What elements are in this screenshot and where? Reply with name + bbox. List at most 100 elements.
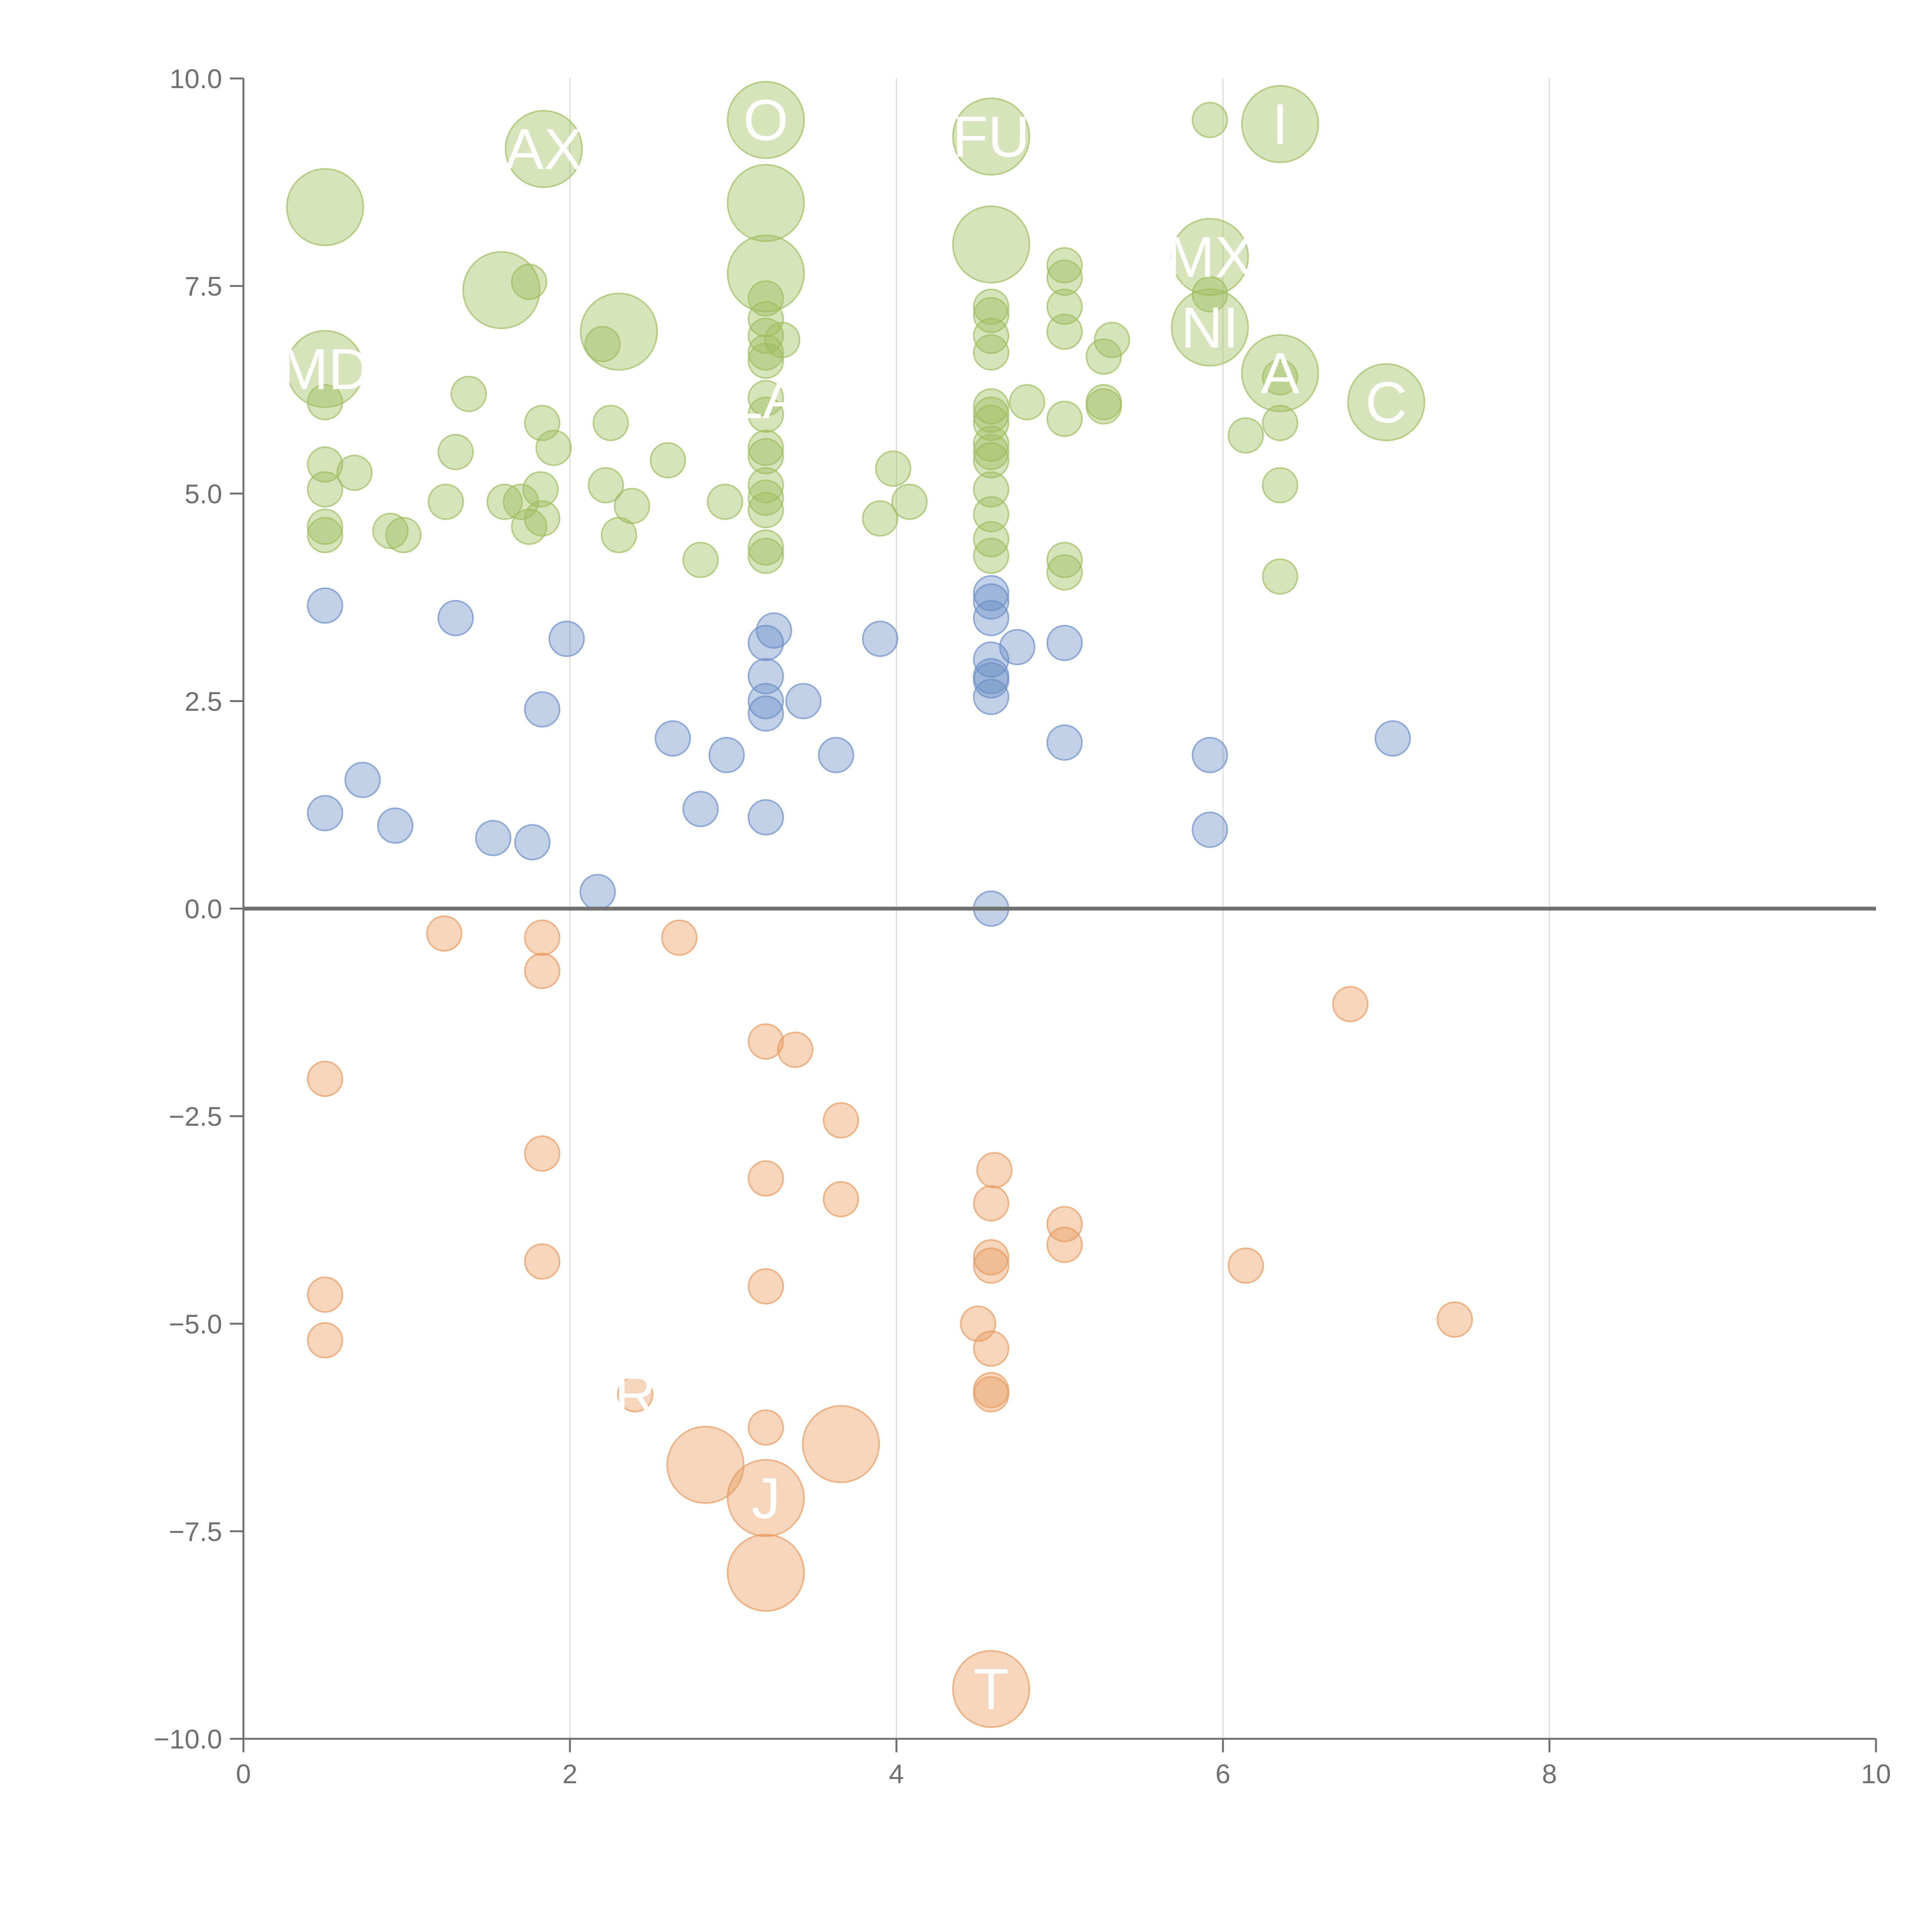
data-point (505, 110, 583, 188)
data-label: O (743, 87, 789, 152)
data-point (1046, 400, 1083, 437)
data-point (1085, 338, 1122, 375)
data-point (973, 396, 1010, 433)
data-point (973, 1330, 1010, 1367)
data-point (1436, 1301, 1473, 1338)
data-point (548, 621, 585, 657)
data-point (764, 321, 801, 358)
data-label: LA (730, 366, 801, 430)
data-point (385, 517, 422, 553)
data-point (973, 600, 1010, 636)
data-point (377, 807, 413, 844)
y-tick-label: 2.5 (185, 686, 222, 716)
data-point (666, 1425, 745, 1504)
data-point (952, 205, 1031, 284)
data-point (727, 164, 805, 242)
data-label: J (752, 1466, 781, 1531)
data-point (785, 683, 822, 719)
data-point (748, 1023, 784, 1060)
data-label: I (1272, 92, 1288, 156)
y-tick-label: −2.5 (169, 1102, 222, 1132)
data-point (1046, 247, 1083, 284)
data-point (1046, 288, 1083, 325)
y-tick-label: −5.0 (169, 1309, 222, 1339)
data-point (973, 471, 1010, 508)
data-point (973, 1185, 1010, 1222)
data-point (748, 658, 784, 694)
data-point (748, 492, 784, 529)
data-point (307, 795, 344, 832)
data-point (524, 919, 561, 956)
data-point (682, 791, 719, 827)
x-tick-label: 2 (563, 1759, 578, 1789)
data-point (307, 384, 344, 420)
data-label: R (614, 1362, 656, 1427)
data-point (1009, 384, 1045, 420)
data-point (862, 621, 898, 657)
data-point (1262, 405, 1298, 441)
data-label: T (973, 1656, 1009, 1721)
data-point (707, 483, 743, 520)
data-point (1192, 102, 1228, 138)
data-point (524, 952, 561, 989)
data-point (1347, 363, 1425, 441)
y-tick-label: 10.0 (170, 64, 222, 94)
data-point (584, 326, 621, 362)
data-point (344, 762, 381, 798)
data-point (708, 737, 745, 774)
data-point (286, 330, 364, 408)
data-point (973, 288, 1010, 325)
data-point (1046, 554, 1083, 591)
data-label: MD (280, 337, 370, 401)
data-point (973, 297, 1010, 333)
data-point (462, 251, 541, 329)
data-point (748, 695, 784, 732)
data-point (748, 467, 784, 503)
data-point (952, 97, 1031, 176)
y-tick-label: 7.5 (185, 271, 222, 301)
data-point (535, 430, 572, 466)
data-point (580, 293, 658, 371)
data-point (862, 500, 898, 537)
data-point (727, 234, 805, 313)
data-point (1171, 218, 1249, 296)
data-point (307, 1060, 344, 1097)
data-point (587, 467, 624, 503)
data-point (514, 824, 551, 861)
data-point (427, 483, 464, 520)
data-point (818, 737, 854, 774)
data-point (1171, 288, 1249, 367)
data-point (524, 405, 561, 441)
data-point (524, 1135, 561, 1172)
x-tick-label: 8 (1542, 1759, 1557, 1789)
data-point (748, 683, 784, 719)
data-point (1262, 359, 1298, 396)
data-point (1332, 986, 1369, 1022)
data-point (372, 512, 409, 549)
data-point (973, 496, 1010, 532)
data-point (1046, 724, 1083, 761)
data-point (336, 454, 373, 491)
data-point (661, 919, 698, 956)
data-point (748, 529, 784, 566)
data-point (1046, 1226, 1083, 1263)
data-point (1228, 1247, 1264, 1284)
data-point (727, 1459, 805, 1537)
data-label: FU (952, 104, 1030, 169)
data-point (307, 509, 344, 545)
data-point (748, 280, 784, 317)
x-tick-label: 4 (889, 1759, 904, 1789)
data-point (1192, 276, 1228, 313)
data-point (823, 1102, 859, 1139)
data-point (1262, 467, 1298, 503)
data-point (614, 488, 650, 524)
data-point (426, 915, 463, 952)
data-point (307, 446, 344, 483)
data-point (592, 405, 629, 441)
data-point (650, 442, 686, 479)
data-point (307, 517, 344, 553)
data-point (307, 1322, 344, 1359)
data-point (748, 799, 784, 836)
data-point (952, 1650, 1031, 1728)
